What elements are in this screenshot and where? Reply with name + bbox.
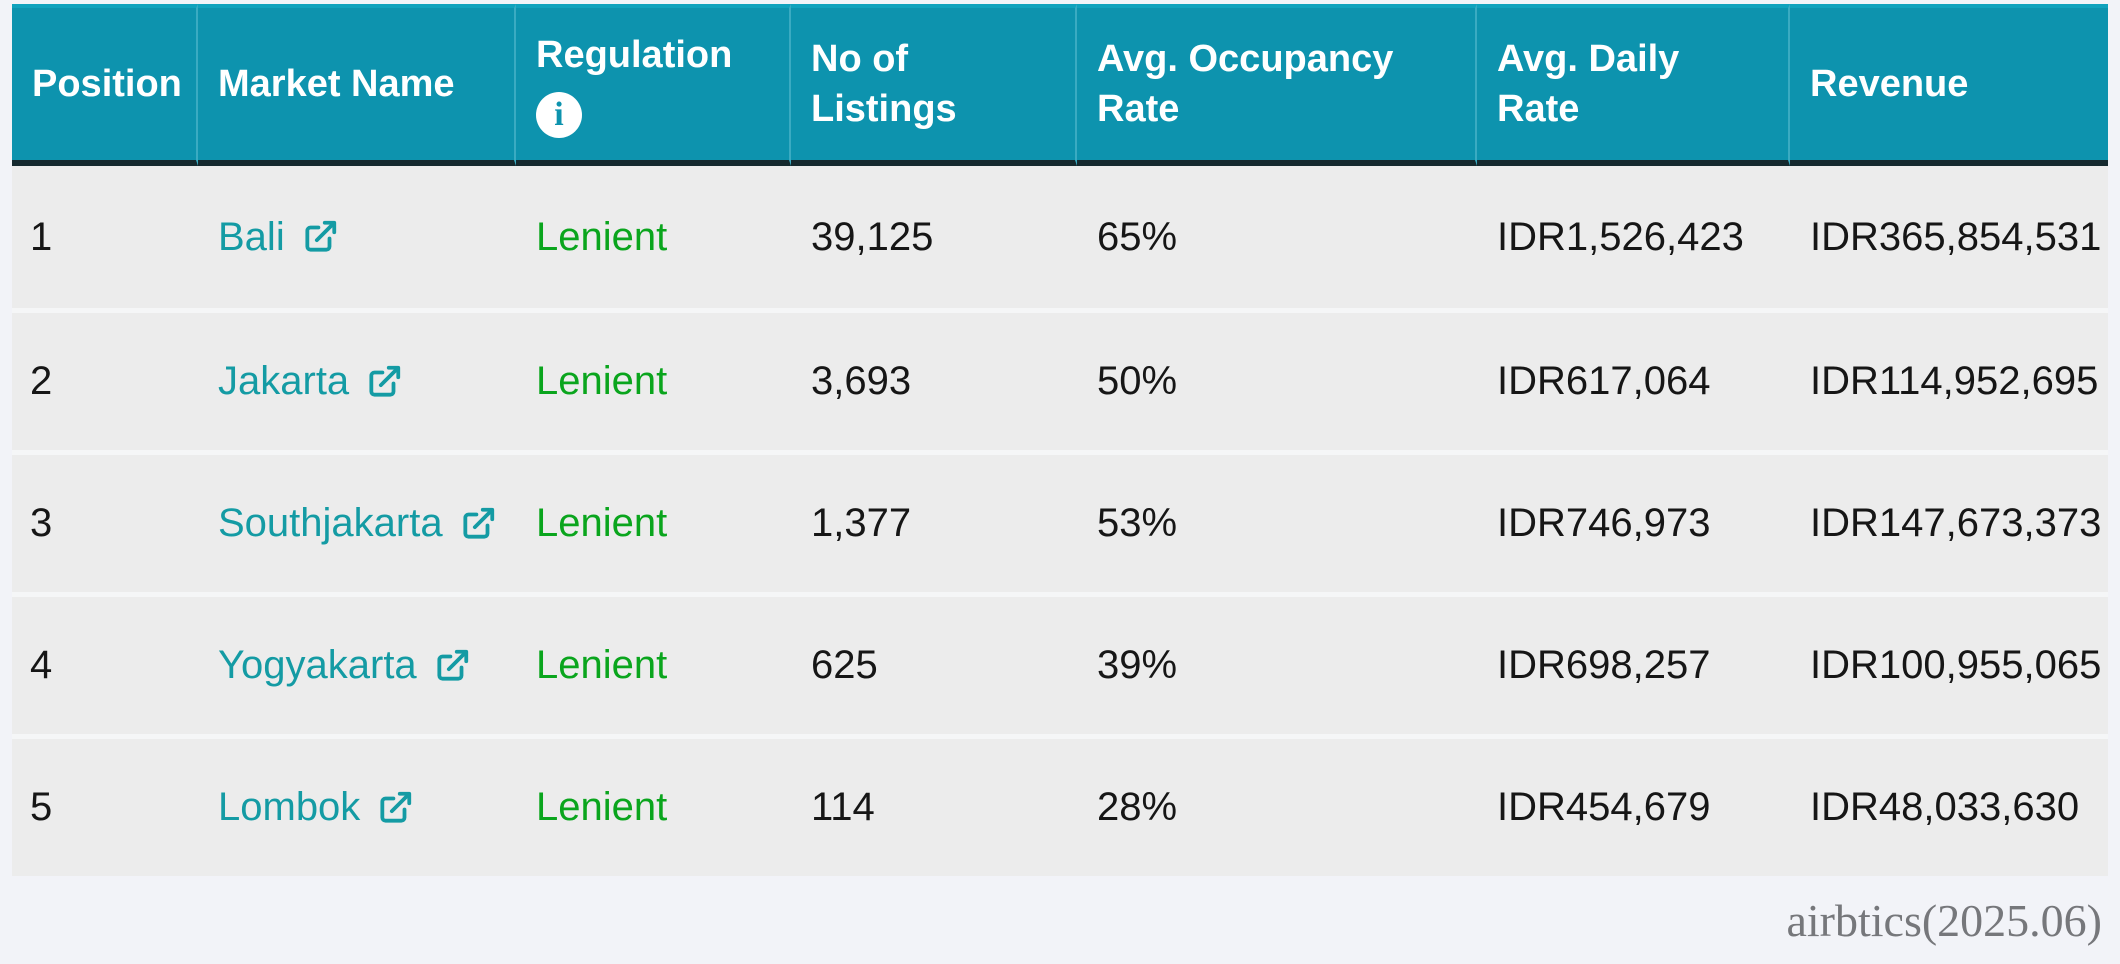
col-header-regulation-label: Regulation <box>536 33 733 76</box>
external-link-icon <box>301 218 339 256</box>
source-credit: airbtics(2025.06) <box>1786 895 2102 946</box>
table-row: 5 Lombok Lenient 114 28% IDR454,679 IDR4… <box>12 734 2108 876</box>
col-header-revenue: Revenue <box>1790 4 2108 166</box>
cell-market-name: Yogyakarta <box>198 592 516 734</box>
external-link-icon <box>376 789 414 827</box>
cell-listings: 39,125 <box>791 166 1077 308</box>
info-icon[interactable]: i <box>536 92 582 139</box>
market-link[interactable]: Jakarta <box>218 359 403 404</box>
col-header-market-name-label: Market Name <box>218 62 455 105</box>
cell-revenue: IDR365,854,531 <box>1790 166 2108 308</box>
col-header-occupancy: Avg. Occupancy Rate <box>1077 4 1477 166</box>
col-header-daily-rate: Avg. Daily Rate <box>1477 4 1790 166</box>
regulation-status: Lenient <box>536 501 668 545</box>
external-link-icon <box>433 647 471 685</box>
cell-listings: 114 <box>791 734 1077 876</box>
col-header-position-label: Position <box>32 62 182 105</box>
cell-market-name: Jakarta <box>198 308 516 450</box>
col-header-occupancy-label: Avg. Occupancy Rate <box>1097 37 1394 130</box>
cell-occupancy: 50% <box>1077 308 1477 450</box>
regulation-status: Lenient <box>536 359 668 403</box>
market-table: Position Market Name Regulation i No of … <box>12 4 2108 876</box>
cell-listings: 625 <box>791 592 1077 734</box>
cell-regulation: Lenient <box>516 308 791 450</box>
cell-position: 3 <box>12 450 198 592</box>
cell-regulation: Lenient <box>516 450 791 592</box>
cell-listings: 3,693 <box>791 308 1077 450</box>
market-link[interactable]: Southjakarta <box>218 501 497 546</box>
market-link-label: Yogyakarta <box>218 643 417 687</box>
cell-daily-rate: IDR454,679 <box>1477 734 1790 876</box>
external-link-icon <box>459 505 497 543</box>
cell-market-name: Southjakarta <box>198 450 516 592</box>
external-link-icon <box>365 363 403 401</box>
table-row: 3 Southjakarta Lenient 1,377 53% IDR746,… <box>12 450 2108 592</box>
cell-occupancy: 39% <box>1077 592 1477 734</box>
cell-daily-rate: IDR698,257 <box>1477 592 1790 734</box>
cell-regulation: Lenient <box>516 166 791 308</box>
cell-regulation: Lenient <box>516 734 791 876</box>
market-link-label: Jakarta <box>218 359 350 403</box>
regulation-status: Lenient <box>536 785 668 829</box>
market-link-label: Southjakarta <box>218 501 443 545</box>
table-row: 1 Bali Lenient 39,125 65% IDR1,526,423 I… <box>12 166 2108 308</box>
cell-position: 1 <box>12 166 198 308</box>
cell-occupancy: 28% <box>1077 734 1477 876</box>
cell-revenue: IDR114,952,695 <box>1790 308 2108 450</box>
cell-revenue: IDR48,033,630 <box>1790 734 2108 876</box>
market-link-label: Bali <box>218 214 285 259</box>
col-header-daily-rate-label: Avg. Daily Rate <box>1497 37 1680 130</box>
cell-revenue: IDR147,673,373 <box>1790 450 2108 592</box>
market-link[interactable]: Yogyakarta <box>218 643 471 688</box>
cell-occupancy: 65% <box>1077 166 1477 308</box>
col-header-revenue-label: Revenue <box>1810 62 1969 105</box>
cell-position: 4 <box>12 592 198 734</box>
cell-position: 5 <box>12 734 198 876</box>
market-link[interactable]: Lombok <box>218 785 414 830</box>
cell-daily-rate: IDR617,064 <box>1477 308 1790 450</box>
cell-daily-rate: IDR1,526,423 <box>1477 166 1790 308</box>
market-link-label: Lombok <box>218 785 361 829</box>
regulation-status: Lenient <box>536 643 668 687</box>
col-header-regulation: Regulation i <box>516 4 791 166</box>
table-row: 4 Yogyakarta Lenient 625 39% IDR698,257 … <box>12 592 2108 734</box>
col-header-market-name: Market Name <box>198 4 516 166</box>
cell-occupancy: 53% <box>1077 450 1477 592</box>
cell-market-name: Bali <box>198 166 516 308</box>
cell-listings: 1,377 <box>791 450 1077 592</box>
col-header-position: Position <box>12 4 198 166</box>
cell-regulation: Lenient <box>516 592 791 734</box>
col-header-listings-label: No of Listings <box>811 37 957 130</box>
table-row: 2 Jakarta Lenient 3,693 50% IDR617,064 I… <box>12 308 2108 450</box>
cell-position: 2 <box>12 308 198 450</box>
header-row: Position Market Name Regulation i No of … <box>12 4 2108 166</box>
regulation-status: Lenient <box>536 214 668 259</box>
market-stats-table: Position Market Name Regulation i No of … <box>12 4 2108 876</box>
market-link[interactable]: Bali <box>218 215 339 260</box>
cell-revenue: IDR100,955,065 <box>1790 592 2108 734</box>
col-header-listings: No of Listings <box>791 4 1077 166</box>
cell-daily-rate: IDR746,973 <box>1477 450 1790 592</box>
cell-market-name: Lombok <box>198 734 516 876</box>
